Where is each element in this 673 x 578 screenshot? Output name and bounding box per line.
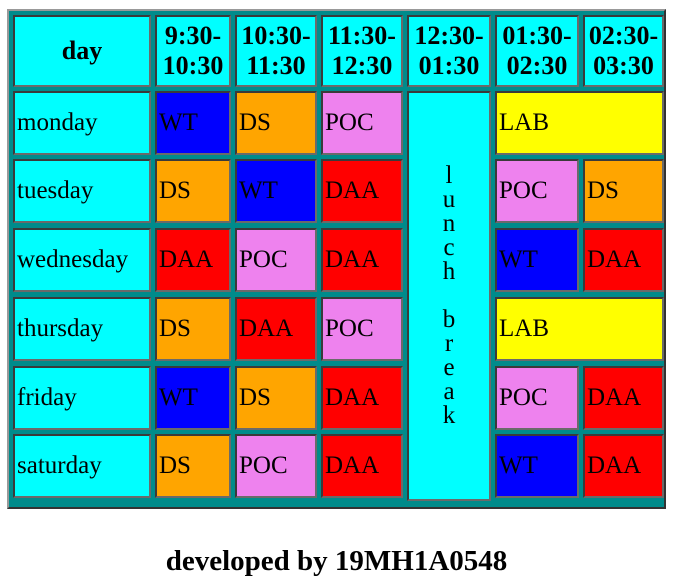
subject-cell-wednesday-4: WT	[495, 228, 579, 292]
subject-cell-saturday-2: POC	[235, 434, 317, 498]
lunch-letter: k	[442, 402, 456, 429]
header-slot-2: 10:30- 11:30	[235, 15, 317, 87]
header-day: day	[13, 15, 151, 87]
subject-cell-thursday-3: POC	[321, 297, 403, 361]
lunch-letter: e	[443, 354, 455, 381]
day-friday: friday	[13, 366, 151, 430]
developer-credit: developed by 19MH1A0548	[165, 545, 508, 577]
subject-cell-friday-5: DAA	[583, 366, 664, 430]
lunch-break: l u n c h b r e a k	[407, 91, 491, 501]
subject-cell-wednesday-5: DAA	[583, 228, 664, 292]
header-slot-3: 11:30- 12:30	[321, 15, 403, 87]
slot-4-end: 01:30	[418, 51, 480, 80]
subject-cell-friday-3: DAA	[321, 366, 403, 430]
day-wednesday: wednesday	[13, 228, 151, 292]
subject-cell-thursday-4: LAB	[495, 297, 664, 361]
subject-cell-friday-4: POC	[495, 366, 579, 430]
lunch-letter: r	[444, 330, 454, 357]
slot-5-start: 01:30-	[502, 21, 572, 50]
day-saturday: saturday	[13, 434, 151, 498]
subject-cell-tuesday-5: DS	[583, 159, 664, 223]
header-slot-4: 12:30- 01:30	[407, 15, 491, 87]
header-day-label: day	[61, 36, 103, 65]
subject-cell-tuesday-4: POC	[495, 159, 579, 223]
subject-cell-tuesday-1: DS	[155, 159, 231, 223]
lunch-letter: n	[442, 210, 456, 237]
subject-cell-wednesday-3: DAA	[321, 228, 403, 292]
header-slot-1: 9:30- 10:30	[155, 15, 231, 87]
subject-cell-monday-4: LAB	[495, 91, 664, 155]
lunch-letter: h	[442, 258, 456, 285]
slot-5-end: 02:30	[506, 51, 568, 80]
subject-cell-monday-3: POC	[321, 91, 403, 155]
lunch-letter: a	[443, 378, 455, 405]
subject-cell-tuesday-3: DAA	[321, 159, 403, 223]
slot-1-start: 9:30-	[164, 21, 222, 50]
slot-2-start: 10:30-	[241, 21, 311, 50]
subject-cell-saturday-4: WT	[495, 434, 579, 498]
slot-3-end: 12:30	[331, 51, 393, 80]
subject-cell-thursday-2: DAA	[235, 297, 317, 361]
slot-3-start: 11:30-	[328, 21, 396, 50]
lunch-letter: u	[442, 186, 456, 213]
subject-cell-wednesday-2: POC	[235, 228, 317, 292]
subject-cell-monday-1: WT	[155, 91, 231, 155]
slot-1-end: 10:30	[162, 51, 224, 80]
subject-cell-tuesday-2: WT	[235, 159, 317, 223]
subject-cell-saturday-1: DS	[155, 434, 231, 498]
slot-6-end: 03:30	[593, 51, 654, 80]
slot-6-start: 02:30-	[588, 21, 659, 50]
subject-cell-thursday-1: DS	[155, 297, 231, 361]
header-slot-6: 02:30- 03:30	[583, 15, 664, 87]
subject-cell-wednesday-1: DAA	[155, 228, 231, 292]
timetable: day 9:30- 10:30 10:30- 11:30 11:30- 12:30 1…	[7, 9, 666, 509]
lunch-letter: c	[443, 234, 455, 261]
subject-cell-saturday-5: DAA	[583, 434, 664, 498]
day-thursday: thursday	[13, 297, 151, 361]
subject-cell-friday-2: DS	[235, 366, 317, 430]
lunch-letter: l	[445, 162, 453, 189]
slot-4-start: 12:30-	[414, 21, 484, 50]
subject-cell-saturday-3: DAA	[321, 434, 403, 498]
slot-2-end: 11:30	[246, 51, 306, 80]
lunch-letter: b	[442, 306, 456, 333]
day-monday: monday	[13, 91, 151, 155]
subject-cell-monday-2: DS	[235, 91, 317, 155]
subject-cell-friday-1: WT	[155, 366, 231, 430]
header-slot-5: 01:30- 02:30	[495, 15, 579, 87]
day-tuesday: tuesday	[13, 159, 151, 223]
